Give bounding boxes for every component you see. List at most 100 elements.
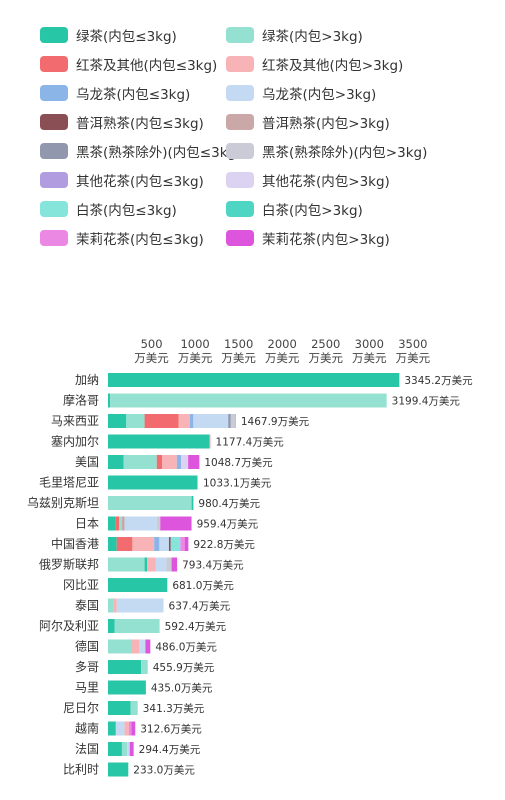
- bar-row: 乌兹别克斯坦 980.4万美元: [27, 495, 260, 510]
- legend-label: 其他花茶(内包>3kg): [262, 174, 390, 190]
- legend-swatch: [226, 85, 254, 101]
- bar-segment: [178, 414, 190, 428]
- bar-segment: [141, 660, 148, 674]
- bar-segment: [147, 557, 156, 572]
- bar-segment: [159, 537, 169, 551]
- bar-segment: [155, 557, 167, 572]
- bar-segment: [126, 414, 145, 428]
- legend-label: 黑茶(熟茶除外)(内包>3kg): [262, 145, 428, 161]
- bar-row: 德国 486.0万美元: [75, 639, 217, 654]
- data-label: 681.0万美元: [172, 579, 234, 592]
- bar-segment: [188, 455, 200, 469]
- bar-segment: [108, 537, 117, 551]
- bar-segment: [108, 701, 131, 715]
- bar-row: 多哥 455.9万美元: [75, 660, 215, 674]
- category-label: 马来西亚: [51, 414, 99, 428]
- category-label: 摩洛哥: [63, 393, 99, 408]
- bar-row: 加纳 3345.2万美元: [75, 373, 473, 387]
- chart-legend: 绿茶(内包≤3kg) 绿茶(内包>3kg) 红茶及其他(内包≤3kg) 红茶及其他(内…: [0, 0, 505, 260]
- bar-segment: [176, 455, 182, 469]
- data-label: 1467.9万美元: [241, 415, 310, 428]
- category-label: 日本: [75, 517, 99, 531]
- category-label: 美国: [75, 455, 99, 469]
- bar-row: 越南 312.6万美元: [75, 721, 202, 736]
- bar-row: 马里 435.0万美元: [75, 680, 213, 695]
- legend-item: 绿茶(内包≤3kg): [40, 27, 177, 45]
- bar-segment: [180, 537, 185, 551]
- legend-label: 普洱熟茶(内包>3kg): [262, 116, 390, 132]
- data-label: 1177.4万美元: [216, 436, 285, 449]
- category-label: 俄罗斯联邦: [39, 558, 99, 572]
- legend-label: 绿茶(内包>3kg): [262, 29, 363, 45]
- x-tick-unit: 万美元: [221, 351, 256, 365]
- category-label: 尼日尔: [63, 700, 99, 715]
- legend-item: 茉莉花茶(内包≤3kg): [40, 230, 204, 248]
- legend-item: 其他花茶(内包>3kg): [226, 172, 390, 190]
- bar-row: 美国 1048.7万美元: [75, 455, 273, 469]
- bar-segment: [156, 455, 163, 469]
- bar-row: 冈比亚 681.0万美元: [63, 578, 234, 592]
- bar-segment: [235, 414, 236, 428]
- legend-item: 红茶及其他(内包≤3kg): [40, 56, 217, 74]
- x-axis: 500万美元1000万美元1500万美元2000万美元2500万美元3000万美…: [134, 337, 430, 365]
- bar-segment: [115, 721, 125, 736]
- category-label: 阿尔及利亚: [39, 618, 99, 633]
- data-label: 922.8万美元: [193, 538, 255, 551]
- category-label: 塞内加尔: [51, 434, 99, 449]
- data-label: 435.0万美元: [151, 682, 213, 695]
- x-tick-unit: 万美元: [178, 351, 213, 365]
- bar-segment: [129, 742, 134, 756]
- bar-segment: [108, 496, 192, 510]
- category-label: 马里: [75, 681, 99, 695]
- legend-swatch: [226, 172, 254, 188]
- legend-item: 普洱熟茶(内包>3kg): [226, 114, 390, 132]
- bar-row: 比利时 233.0万美元: [63, 762, 195, 777]
- bar-segment: [130, 701, 138, 715]
- legend-label: 黑茶(熟茶除外)(内包≤3kg): [76, 145, 242, 161]
- category-label: 乌兹别克斯坦: [27, 495, 99, 510]
- legend-label: 绿茶(内包≤3kg): [76, 29, 177, 45]
- bar-segment: [108, 414, 127, 428]
- x-tick-unit: 万美元: [396, 351, 431, 365]
- bar-segment: [108, 680, 146, 695]
- data-label: 233.0万美元: [133, 764, 195, 777]
- legend-label: 红茶及其他(内包>3kg): [262, 58, 404, 74]
- bar-segment: [139, 639, 146, 654]
- legend-label: 茉莉花茶(内包>3kg): [262, 232, 390, 248]
- bar-segment: [166, 557, 172, 572]
- bar-segment: [128, 721, 132, 736]
- bar-segment: [127, 742, 130, 756]
- data-label: 312.6万美元: [140, 723, 202, 736]
- bar-segment: [108, 516, 116, 531]
- bar-row: 尼日尔 341.3万美元: [63, 700, 205, 715]
- legend-label: 白茶(内包>3kg): [262, 203, 363, 219]
- legend-item: 绿茶(内包>3kg): [226, 27, 363, 45]
- bar-segment: [108, 721, 116, 736]
- bar-segment: [108, 434, 210, 449]
- data-label: 294.4万美元: [139, 743, 201, 756]
- stacked-bar-chart: 500万美元1000万美元1500万美元2000万美元2500万美元3000万美…: [27, 337, 473, 777]
- bar-segment: [115, 516, 120, 531]
- legend-label: 普洱熟茶(内包≤3kg): [76, 116, 204, 132]
- data-label: 793.4万美元: [182, 559, 244, 572]
- bar-segment: [193, 414, 229, 428]
- data-label: 341.3万美元: [143, 702, 205, 715]
- legend-item: 普洱熟茶(内包≤3kg): [40, 114, 204, 132]
- bar-segment: [121, 742, 128, 756]
- bar-segment: [108, 598, 114, 613]
- legend-swatch: [40, 201, 68, 217]
- legend-label: 乌龙茶(内包≤3kg): [76, 87, 191, 103]
- bar-segment: [108, 639, 132, 654]
- legend-item: 黑茶(熟茶除外)(内包≤3kg): [40, 143, 242, 161]
- bar-segment: [209, 434, 211, 449]
- x-tick-label: 1000: [180, 337, 209, 351]
- bar-segment: [108, 557, 145, 572]
- bar-segment: [108, 455, 124, 469]
- legend-label: 白茶(内包≤3kg): [76, 203, 177, 219]
- legend-item: 白茶(内包≤3kg): [40, 201, 177, 219]
- x-tick-unit: 万美元: [265, 351, 300, 365]
- bar-segment: [144, 414, 179, 428]
- bar-segment: [144, 557, 148, 572]
- bar-segment: [121, 516, 125, 531]
- x-tick-label: 2000: [268, 337, 297, 351]
